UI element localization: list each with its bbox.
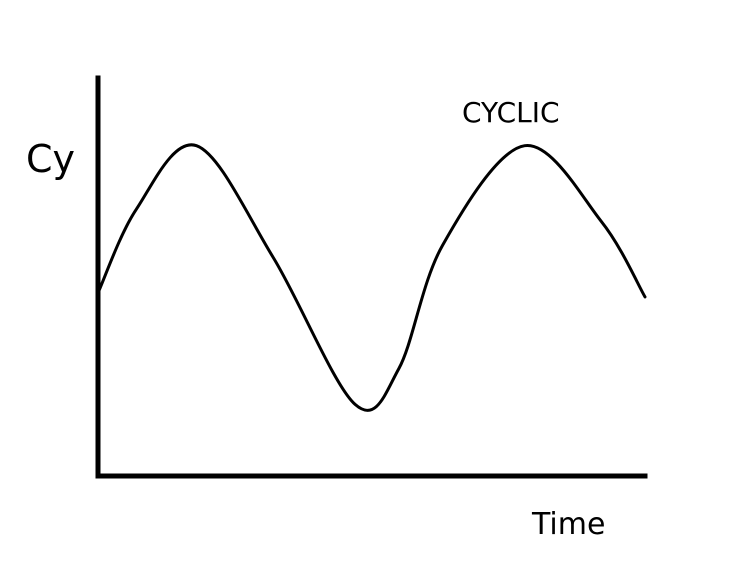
x-axis-label: Time xyxy=(531,507,605,542)
series-line xyxy=(96,143,647,412)
data-points xyxy=(96,144,647,407)
chart-title: CYCLIC xyxy=(462,96,560,129)
y-axis-label: Cy xyxy=(26,137,75,181)
